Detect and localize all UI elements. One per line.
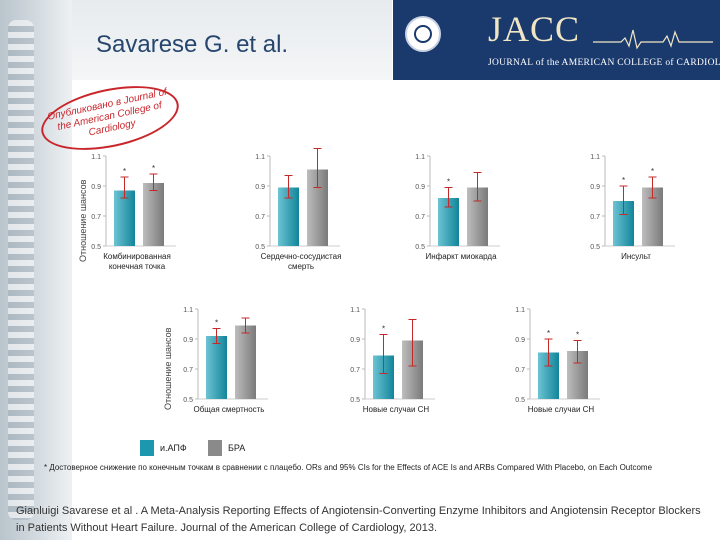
bar-arb [567,351,588,399]
legend-swatch-ace [140,440,154,456]
outcome-label: Инфаркт миокарда [425,252,497,261]
ekg-line-icon [593,29,713,50]
y-tick-label: 0.7 [515,367,525,374]
y-tick-label: 0.7 [255,214,265,221]
y-tick-label: 0.5 [91,244,101,251]
significance-star: * [547,329,550,338]
outcome-chart-1: 1.1 0.9 0.7 0.5 * * Комбинированная конечная т… [86,150,178,280]
y-tick-label: 1.1 [183,307,193,314]
bar-arb [235,325,256,399]
background-top-decoration [72,0,392,80]
significance-star: * [651,167,654,176]
y-tick-label: 1.1 [255,154,265,161]
y-tick-label: 0.5 [415,244,425,251]
significance-star: * [576,331,579,340]
bar-ace [538,352,559,399]
legend-label-arb: БРА [228,443,246,453]
bar-ace [114,190,135,246]
chart-svg: 1.1 0.9 0.7 0.5 * * [91,154,176,251]
y-tick-label: 0.9 [91,184,101,191]
significance-star: * [382,325,385,334]
journal-subtitle: JOURNAL of the AMERICAN COLLEGE of CARDI… [488,58,720,68]
y-tick-label: 0.7 [590,214,600,221]
y-tick-label: 0.7 [415,214,425,221]
y-tick-label: 0.7 [183,367,193,374]
journal-banner: JACC JOURNAL of the AMERICAN COLLEGE of … [393,0,720,80]
outcome-chart-6: 1.1 0.9 0.7 0.5 * Новые случаи СН [345,303,437,433]
y-tick-label: 0.7 [91,214,101,221]
bar-ace [373,355,394,399]
journal-seal-icon [405,16,441,52]
y-tick-label: 0.5 [350,397,360,404]
background-left-decoration [0,0,72,540]
outcome-chart-2: 1.1 0.9 0.7 0.5 Сердечно-сосудистая смерть [250,148,342,280]
y-tick-label: 1.1 [350,307,360,314]
significance-star: * [152,164,155,173]
journal-logo: JACC [488,9,581,49]
bar-ace [206,336,227,399]
outcome-label: Инсульт [621,252,651,261]
outcome-label: Общая смертность [193,405,265,414]
chart-svg: 1.1 0.9 0.7 0.5 * [415,154,500,251]
outcome-label: Новые случаи СН [362,405,430,414]
chart-svg: 1.1 0.9 0.7 0.5 [255,148,340,251]
bar-arb [307,169,328,246]
y-tick-label: 0.5 [183,397,193,404]
y-tick-label: 0.9 [350,337,360,344]
outcome-label: Сердечно-сосудистая смерть [260,252,342,271]
outcome-chart-5: 1.1 0.9 0.7 0.5 * Общая смертность [178,303,270,433]
y-tick-label: 0.5 [590,244,600,251]
bar-arb [143,183,164,246]
y-tick-label: 0.9 [415,184,425,191]
figure-footnote: * Достоверное снижение по конечным точка… [44,463,653,472]
significance-star: * [622,176,625,185]
y-tick-label: 1.1 [515,307,525,314]
significance-star: * [447,178,450,187]
legend-label-ace: и.АПФ [160,443,187,453]
y-axis-title-bottom: Отношение шансов [163,327,173,410]
y-tick-label: 0.9 [590,184,600,191]
citation-caption: Gianluigi Savarese et al . A Meta-Analys… [16,505,701,534]
bar-arb [642,187,663,246]
bar-ace [278,187,299,246]
y-tick-label: 1.1 [590,154,600,161]
bar-ace [438,198,459,246]
slide-title: Savarese G. et al. [96,31,289,58]
y-tick-label: 0.5 [515,397,525,404]
chart-svg: 1.1 0.9 0.7 0.5 * [183,307,268,404]
y-tick-label: 0.9 [183,337,193,344]
y-tick-label: 0.7 [350,367,360,374]
chart-svg: 1.1 0.9 0.7 0.5 * * [515,307,600,404]
bar-arb [467,187,488,246]
significance-star: * [215,319,218,328]
outcome-label: Новые случаи СН [527,405,595,414]
legend-swatch-arb [208,440,222,456]
outcome-chart-7: 1.1 0.9 0.7 0.5 * * Новые случаи СН [510,303,602,433]
chart-svg: 1.1 0.9 0.7 0.5 * [350,307,435,404]
outcome-chart-3: 1.1 0.9 0.7 0.5 * Инфаркт миокарда [410,150,502,280]
y-tick-label: 1.1 [91,154,101,161]
y-tick-label: 1.1 [415,154,425,161]
outcome-label: Комбинированная конечная точка [103,252,171,271]
y-tick-label: 0.5 [255,244,265,251]
y-tick-label: 0.9 [255,184,265,191]
y-tick-label: 0.9 [515,337,525,344]
bar-arb [402,340,423,399]
chart-svg: 1.1 0.9 0.7 0.5 * * [590,154,675,251]
significance-star: * [123,167,126,176]
figure-panel [72,80,720,483]
bar-ace [613,201,634,246]
outcome-chart-4: 1.1 0.9 0.7 0.5 * * Инсульт [585,150,677,280]
